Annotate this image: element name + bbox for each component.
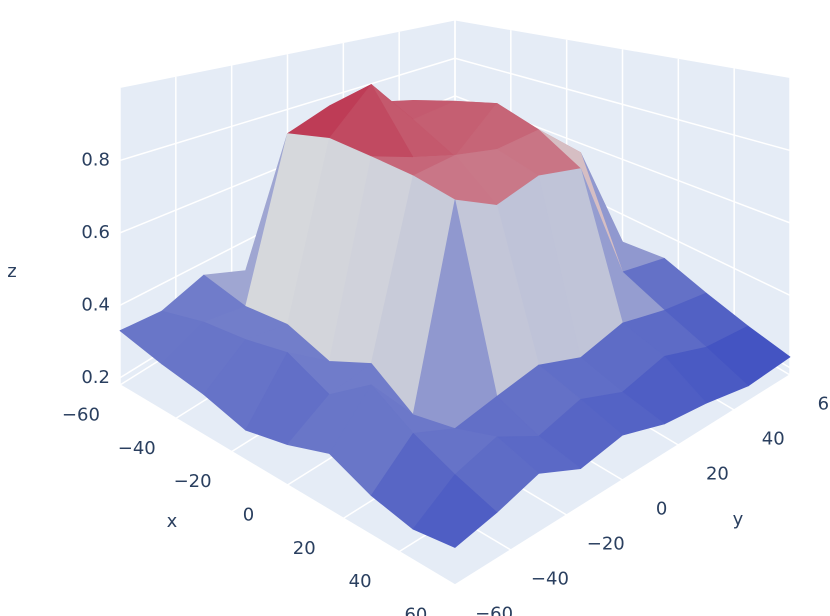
x-tick-label: 60 <box>404 605 427 616</box>
x-tick-label: 0 <box>243 505 254 526</box>
z-tick-label: 0.2 <box>81 367 110 388</box>
grid-line <box>119 57 456 162</box>
y-tick-label: 40 <box>762 428 785 449</box>
x-tick-label: 20 <box>293 538 316 559</box>
grid-line <box>454 57 791 152</box>
y-tick-label: 60 <box>818 393 830 414</box>
x-tick-label: −60 <box>62 405 100 426</box>
x-tick-label: 40 <box>349 571 372 592</box>
surface-patch <box>412 474 498 548</box>
y-tick-label: −60 <box>475 603 513 616</box>
x-tick-label: −40 <box>118 438 156 459</box>
z-axis-title: z <box>7 261 16 282</box>
x-axis-title: x <box>167 511 178 532</box>
y-tick-label: −20 <box>587 533 625 554</box>
grid-line <box>119 384 456 586</box>
y-tick-label: 0 <box>656 498 667 519</box>
y-tick-label: 20 <box>706 463 729 484</box>
x-tick-label: −20 <box>174 471 212 492</box>
y-tick-label: −40 <box>531 568 569 589</box>
z-tick-label: 0.4 <box>81 294 110 315</box>
z-tick-label: 0.8 <box>81 149 110 170</box>
plot-layer: −60 −40 −20 0 20 40 60 −60 −40 −20 0 20 40 60 0.2 0.4 0.… <box>62 20 830 616</box>
z-tick-label: 0.6 <box>81 222 110 243</box>
y-axis-title: y <box>733 509 744 530</box>
